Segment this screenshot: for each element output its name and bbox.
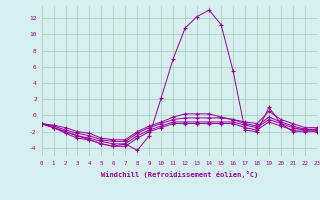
X-axis label: Windchill (Refroidissement éolien,°C): Windchill (Refroidissement éolien,°C) xyxy=(100,171,258,178)
